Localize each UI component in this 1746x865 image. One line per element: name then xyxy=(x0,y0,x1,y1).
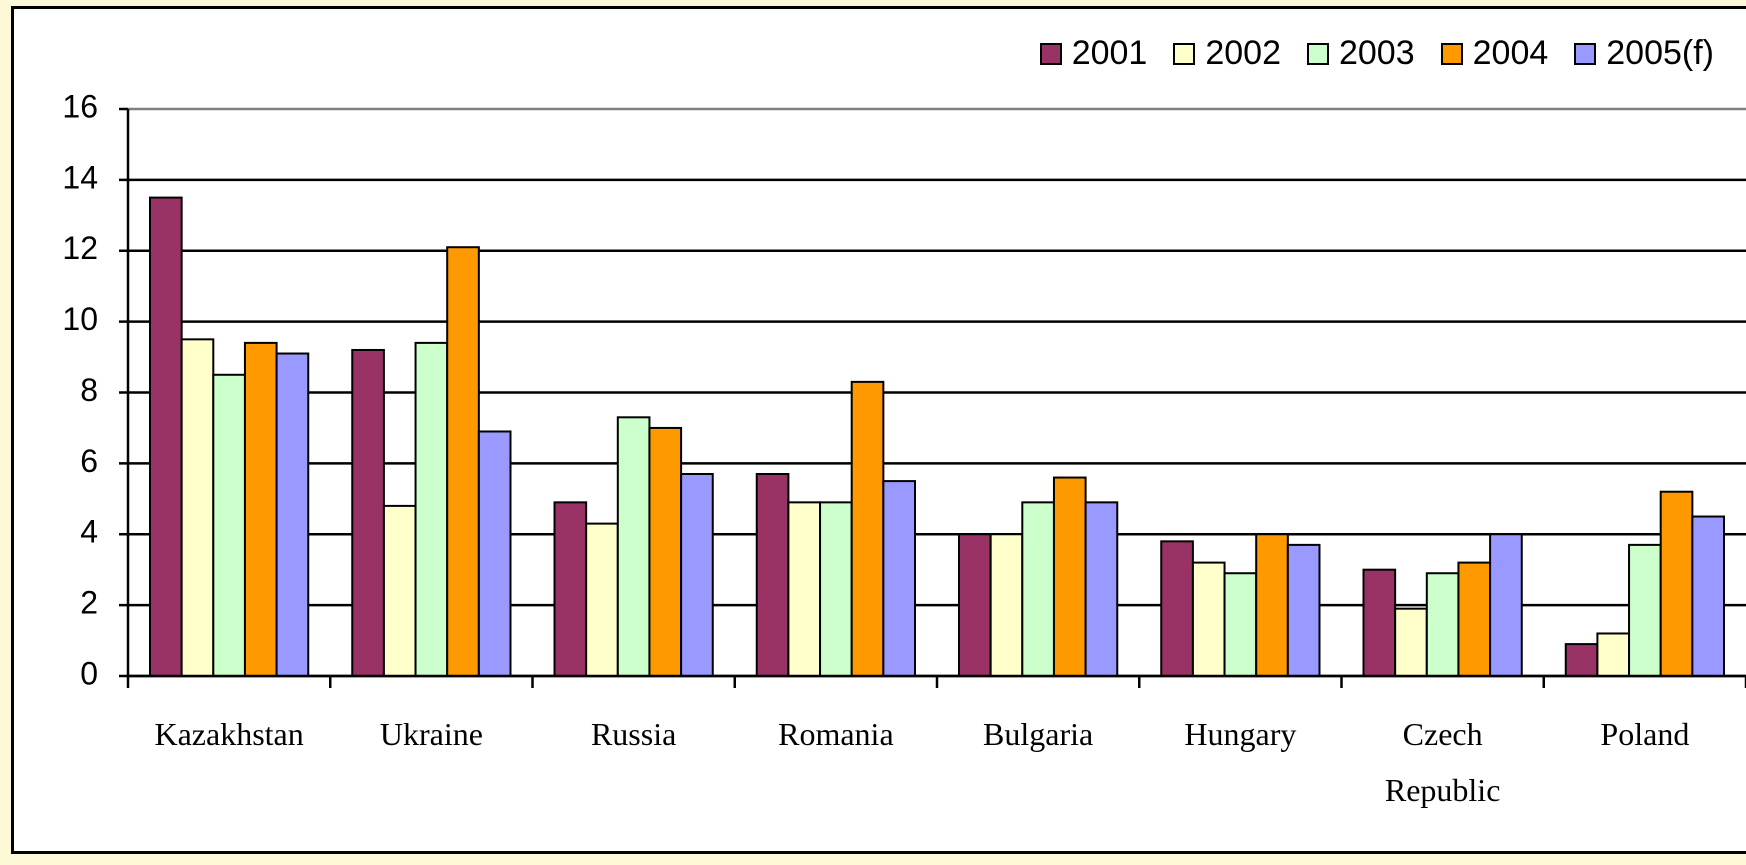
bar xyxy=(585,522,619,678)
bar xyxy=(1564,643,1599,678)
bar xyxy=(1191,561,1226,677)
x-tick-label: Ukraine xyxy=(379,716,483,752)
bar xyxy=(1596,632,1631,677)
x-tick-label: Czech Republic xyxy=(1384,716,1501,808)
bar xyxy=(1052,476,1087,677)
y-tick-label: 2 xyxy=(80,585,98,621)
bar xyxy=(180,338,215,677)
bar xyxy=(1691,515,1725,677)
bar xyxy=(1255,533,1289,677)
legend-swatch xyxy=(1039,42,1062,65)
bar xyxy=(1425,572,1460,678)
bar xyxy=(243,341,278,677)
bar xyxy=(850,380,885,677)
bar xyxy=(1286,543,1321,677)
bar xyxy=(1394,607,1428,678)
bar xyxy=(989,533,1024,677)
y-tick-label: 4 xyxy=(80,514,98,550)
bar xyxy=(819,501,853,678)
bar xyxy=(275,352,310,677)
bar xyxy=(616,416,651,677)
bar xyxy=(382,504,417,677)
x-tick-label: Bulgaria xyxy=(983,716,1094,752)
x-tick-label: Hungary xyxy=(1184,716,1297,752)
legend-label: 2005(f) xyxy=(1606,34,1714,72)
bar xyxy=(149,196,183,677)
bar xyxy=(553,501,588,678)
bar xyxy=(787,501,822,678)
x-tick-label: Poland xyxy=(1600,716,1690,752)
legend-label: 2001 xyxy=(1071,34,1148,72)
legend-label: 2003 xyxy=(1338,34,1415,72)
bar xyxy=(1489,533,1523,677)
legend-item: 2003 xyxy=(1306,34,1415,73)
bar xyxy=(1362,568,1397,677)
legend-label: 2004 xyxy=(1472,34,1549,72)
bar xyxy=(1223,572,1258,678)
legend-label: 2002 xyxy=(1205,34,1281,72)
bar xyxy=(1160,540,1194,678)
bar xyxy=(680,473,714,677)
legend: 2001 2002 2003 2004 2005(f) xyxy=(1039,34,1714,73)
y-tick-label: 10 xyxy=(62,301,98,337)
legend-swatch xyxy=(1173,42,1196,65)
bar xyxy=(351,348,385,677)
legend-item: 2001 xyxy=(1039,34,1148,73)
bar xyxy=(1628,543,1662,677)
y-tick-label: 0 xyxy=(80,655,98,691)
y-tick-label: 14 xyxy=(62,159,98,195)
x-tick-label: Romania xyxy=(778,716,894,752)
bar xyxy=(446,246,480,678)
bar xyxy=(477,430,512,678)
legend-swatch xyxy=(1306,42,1329,65)
legend-item: 2005(f) xyxy=(1574,34,1714,73)
legend-swatch xyxy=(1440,42,1463,65)
bar xyxy=(1021,501,1055,678)
bar xyxy=(414,341,449,677)
y-tick-label: 12 xyxy=(62,230,98,266)
y-tick-label: 16 xyxy=(62,88,98,124)
bar xyxy=(1084,501,1119,678)
bar xyxy=(648,426,683,677)
bar xyxy=(212,373,246,677)
bar xyxy=(1659,490,1694,677)
x-tick-label: Russia xyxy=(590,716,677,752)
legend-item: 2002 xyxy=(1173,34,1281,73)
y-tick-label: 8 xyxy=(80,372,98,408)
x-tick-label: Kazakhstan xyxy=(154,716,304,752)
legend-swatch xyxy=(1574,42,1597,65)
legend-item: 2004 xyxy=(1440,34,1549,73)
bar xyxy=(882,480,916,677)
bar xyxy=(1457,561,1492,677)
bar xyxy=(755,473,790,677)
y-tick-label: 6 xyxy=(80,443,98,479)
bar xyxy=(958,533,992,677)
